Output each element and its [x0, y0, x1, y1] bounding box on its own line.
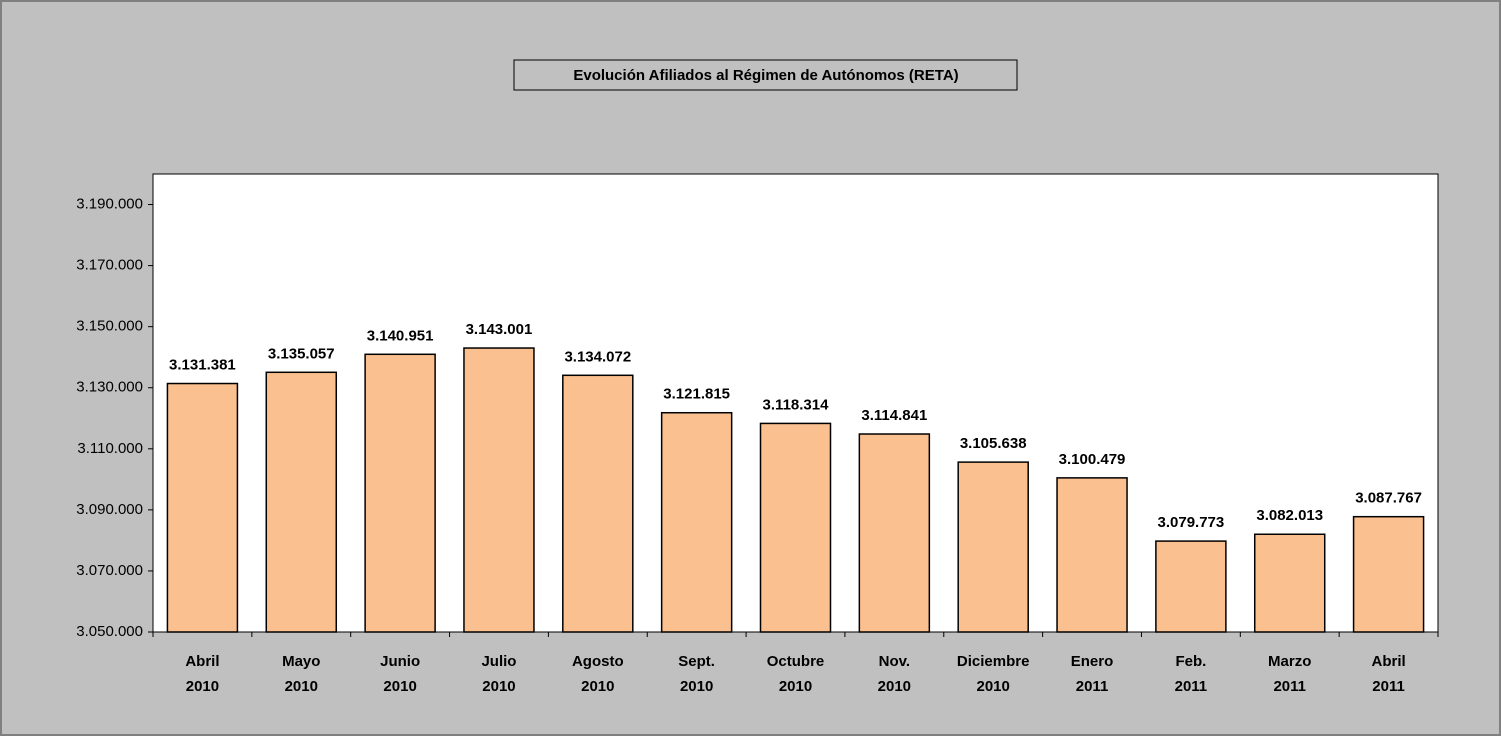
x-tick-label: Marzo 2011 [1268, 653, 1311, 695]
y-tick-label: 3.070.000 [76, 562, 143, 579]
y-tick-label: 3.170.000 [76, 257, 143, 274]
data-label: 3.087.767 [1355, 490, 1422, 507]
x-tick-label-line: 2010 [779, 678, 812, 695]
x-tick-label: Enero 2011 [1071, 653, 1114, 695]
x-tick-label-line: 2010 [383, 678, 416, 695]
x-tick-label-line: 2010 [186, 678, 219, 695]
x-tick-label-line: Enero [1071, 653, 1114, 670]
bar [759, 422, 832, 633]
x-tick-label: Feb. 2011 [1175, 653, 1208, 695]
x-tick-label: Diciembre 2010 [957, 653, 1030, 695]
x-tick-label-line: Abril [1371, 653, 1405, 670]
x-tick-label: Abril 2011 [1371, 653, 1405, 695]
x-tick-label: Nov. 2010 [878, 653, 911, 695]
x-tick-label-line: 2011 [1372, 678, 1405, 695]
x-tick-label-line: 2010 [878, 678, 911, 695]
data-label: 3.105.638 [960, 435, 1027, 452]
data-label: 3.079.773 [1158, 514, 1225, 531]
bar [166, 382, 239, 633]
x-tick-label: Sept. 2010 [678, 653, 715, 695]
x-tick-label: Julio 2010 [481, 653, 516, 695]
x-tick-label-line: Octubre [767, 653, 825, 670]
x-tick-label-line: 2010 [581, 678, 614, 695]
x-tick-label-line: Junio [380, 653, 420, 670]
data-label: 3.100.479 [1059, 451, 1126, 468]
data-label: 3.121.815 [663, 386, 730, 403]
bar [858, 433, 931, 633]
bar [1253, 533, 1326, 633]
data-label: 3.143.001 [466, 321, 533, 338]
y-tick-label: 3.150.000 [76, 318, 143, 335]
x-tick-label-line: 2010 [285, 678, 318, 695]
x-tick-label: Junio 2010 [380, 653, 420, 695]
y-tick-label: 3.130.000 [76, 379, 143, 396]
y-tick-label: 3.090.000 [76, 501, 143, 518]
x-tick-label-line: 2010 [680, 678, 713, 695]
bar [265, 371, 338, 633]
x-tick-label-line: Nov. [879, 653, 910, 670]
x-tick-label-line: 2011 [1076, 678, 1109, 695]
title-box [513, 59, 1018, 91]
data-label: 3.118.314 [763, 396, 830, 413]
data-label: 3.082.013 [1256, 507, 1323, 524]
bar [1352, 515, 1425, 633]
bar [1155, 540, 1227, 633]
data-label: 3.134.072 [564, 348, 631, 365]
x-tick-label-line: Agosto [572, 653, 624, 670]
data-label: 3.114.841 [861, 407, 927, 424]
bar [364, 353, 436, 633]
bar [463, 347, 535, 633]
x-tick-label-line: 2010 [977, 678, 1010, 695]
x-tick-label: Abril 2010 [185, 653, 219, 695]
bar [1056, 477, 1128, 633]
chart-title: Evolución Afiliados al Régimen de Autóno… [573, 67, 958, 84]
x-tick-label-line: Marzo [1268, 653, 1311, 670]
x-tick-label: Octubre 2010 [767, 653, 825, 695]
bar [562, 374, 634, 633]
x-tick-label: Mayo 2010 [282, 653, 320, 695]
x-tick-label-line: Sept. [678, 653, 715, 670]
x-tick-label-line: Mayo [282, 653, 320, 670]
y-tick-label: 3.190.000 [76, 196, 143, 213]
bar [660, 411, 733, 633]
data-label: 3.140.951 [367, 327, 434, 344]
x-tick-label-line: Feb. [1175, 653, 1206, 670]
x-tick-label-line: Abril [185, 653, 219, 670]
x-tick-label-line: 2011 [1175, 678, 1208, 695]
data-label: 3.131.381 [169, 356, 236, 373]
x-tick-label-line: 2010 [482, 678, 515, 695]
bar [957, 461, 1029, 633]
x-tick-label-line: Julio [481, 653, 516, 670]
x-tick-label: Agosto 2010 [572, 653, 624, 695]
x-tick-label-line: 2011 [1273, 678, 1306, 695]
x-tick-label-line: Diciembre [957, 653, 1030, 670]
data-label: 3.135.057 [268, 345, 335, 362]
y-tick-label: 3.050.000 [76, 623, 143, 640]
y-tick-label: 3.110.000 [77, 440, 143, 457]
